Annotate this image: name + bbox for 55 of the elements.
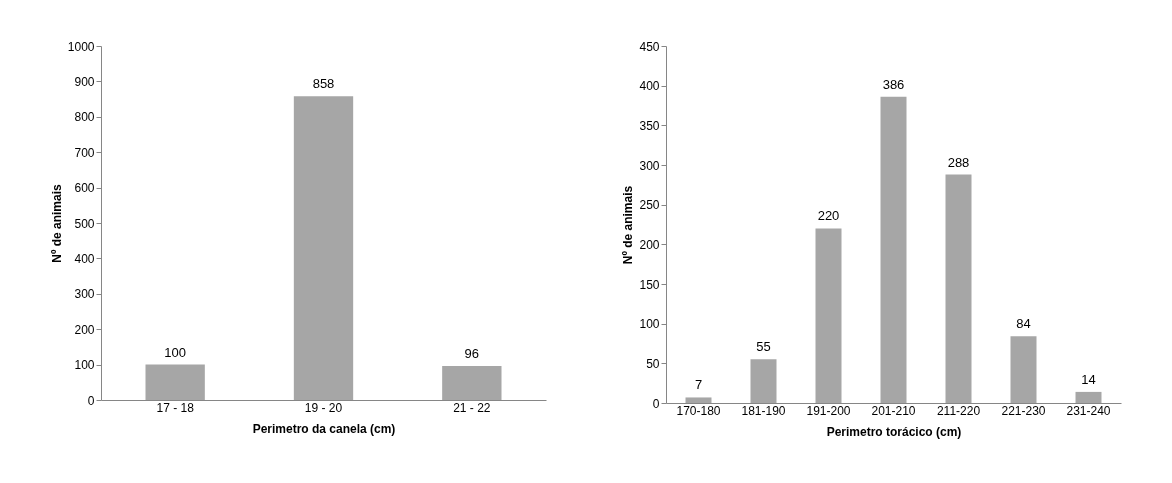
data-label: 14 xyxy=(1081,371,1096,387)
y-tick-label: 300 xyxy=(639,158,660,173)
y-tick-label: 200 xyxy=(74,322,95,337)
y-tick-label: 100 xyxy=(74,358,95,373)
bar xyxy=(945,174,972,403)
x-tick-label: 17 - 18 xyxy=(156,400,195,415)
data-label: 386 xyxy=(882,76,905,92)
y-tick-label: 250 xyxy=(639,198,660,213)
x-tick-label: 221-230 xyxy=(1001,403,1046,418)
y-tick-label: 600 xyxy=(74,181,95,196)
y-axis-title: Nº de animais xyxy=(621,185,636,265)
y-axis-title: Nº de animais xyxy=(49,183,64,263)
y-tick-label: 200 xyxy=(639,237,660,252)
x-tick-label: 181-190 xyxy=(741,403,786,418)
y-tick-label: 0 xyxy=(87,393,95,408)
data-label: 7 xyxy=(694,377,703,393)
y-tick-label: 50 xyxy=(646,356,660,371)
bar xyxy=(442,366,502,400)
y-tick-label: 450 xyxy=(639,39,660,54)
y-tick-label: 500 xyxy=(74,216,95,231)
data-label: 96 xyxy=(464,346,480,362)
x-tick-label: 21 - 22 xyxy=(453,400,491,415)
bar xyxy=(880,96,907,403)
y-tick-label: 800 xyxy=(74,110,95,125)
bar xyxy=(685,397,712,403)
x-tick-label: 191-200 xyxy=(806,403,851,418)
data-label: 84 xyxy=(1016,316,1031,332)
data-label: 100 xyxy=(164,344,187,360)
x-tick-label: 201-210 xyxy=(871,403,916,418)
x-tick-label: 231-240 xyxy=(1066,403,1111,418)
bar xyxy=(293,96,354,400)
y-tick-label: 700 xyxy=(74,145,95,160)
x-axis-title: Perimetro torácico (cm) xyxy=(826,424,962,439)
y-tick-label: 1000 xyxy=(67,39,95,54)
y-tick-label: 150 xyxy=(639,277,660,292)
y-tick-label: 300 xyxy=(74,287,95,302)
y-tick-label: 900 xyxy=(74,74,95,89)
bar xyxy=(1075,391,1102,403)
bar xyxy=(145,364,205,400)
x-tick-label: 211-220 xyxy=(936,403,981,418)
bar xyxy=(1010,336,1037,403)
x-tick-label: 19 - 20 xyxy=(304,400,343,415)
data-label: 55 xyxy=(756,339,771,355)
x-axis-title: Perimetro da canela (cm) xyxy=(252,421,396,436)
y-tick-label: 0 xyxy=(652,396,660,411)
y-tick-label: 350 xyxy=(639,118,660,133)
y-tick-label: 400 xyxy=(639,79,660,94)
data-label: 288 xyxy=(947,154,970,170)
y-tick-label: 400 xyxy=(74,251,95,266)
x-tick-label: 170-180 xyxy=(676,403,721,418)
data-label: 220 xyxy=(817,208,840,224)
y-tick-label: 100 xyxy=(639,317,660,332)
bar xyxy=(815,228,842,403)
bar xyxy=(750,359,777,403)
data-label: 858 xyxy=(312,76,335,92)
